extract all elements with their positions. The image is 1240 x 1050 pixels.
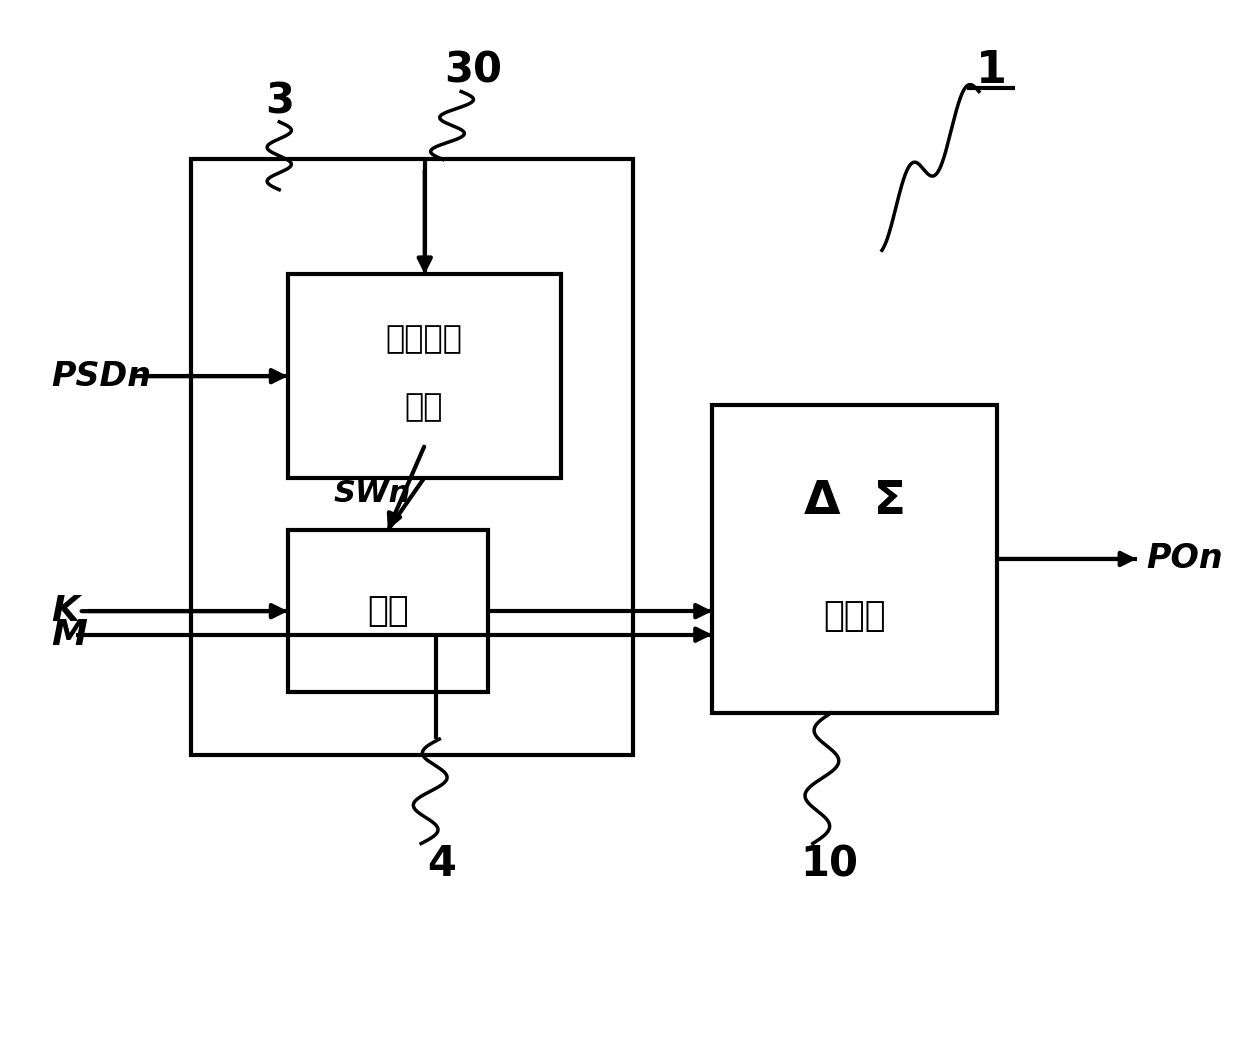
Text: 30: 30 bbox=[444, 49, 502, 91]
Text: 3: 3 bbox=[265, 81, 294, 123]
Text: 1: 1 bbox=[976, 49, 1007, 92]
Text: PSDn: PSDn bbox=[51, 360, 151, 393]
Text: 开关控制: 开关控制 bbox=[386, 324, 463, 355]
Text: 开关: 开关 bbox=[367, 594, 409, 628]
Bar bbox=[712, 405, 997, 713]
Text: 10: 10 bbox=[801, 843, 859, 885]
Bar bbox=[288, 274, 560, 478]
Text: SWn: SWn bbox=[334, 479, 410, 508]
Text: 电路: 电路 bbox=[405, 392, 444, 423]
Text: 调制器: 调制器 bbox=[823, 600, 885, 633]
Text: K: K bbox=[51, 594, 79, 628]
Text: M: M bbox=[51, 617, 87, 652]
Text: POn: POn bbox=[1146, 543, 1223, 575]
Text: Δ  Σ: Δ Σ bbox=[804, 479, 905, 524]
Bar bbox=[288, 530, 487, 692]
Text: 4: 4 bbox=[428, 843, 456, 885]
Bar bbox=[191, 160, 634, 755]
